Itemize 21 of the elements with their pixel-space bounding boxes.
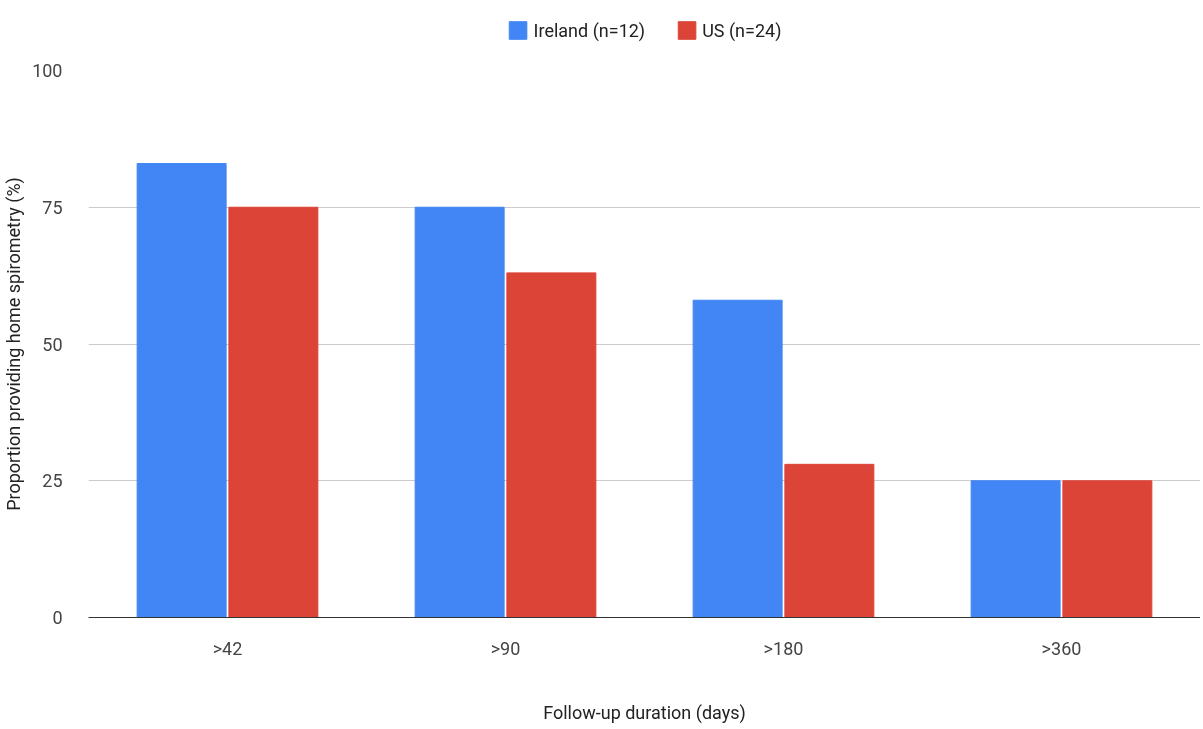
y-tick-label: 75	[42, 196, 63, 218]
y-tick-label: 100	[32, 60, 63, 81]
bar	[970, 480, 1061, 618]
y-tick-label: 50	[42, 333, 63, 355]
bar	[136, 162, 227, 618]
legend-label: US (n=24)	[702, 19, 782, 41]
bar	[784, 463, 875, 618]
y-tick-label: 25	[42, 470, 63, 492]
bar	[228, 206, 319, 618]
y-axis-title: Proportion providing home spirometry (%)	[3, 177, 26, 511]
legend-label: Ireland (n=12)	[533, 19, 646, 41]
bar	[414, 206, 505, 618]
x-tick-label: >360	[1041, 637, 1082, 659]
bar	[692, 299, 783, 618]
bar	[1062, 480, 1153, 618]
x-axis-title: Follow-up duration (days)	[543, 701, 746, 724]
x-tick-label: >180	[763, 637, 804, 659]
bar	[506, 272, 597, 618]
y-tick-label: 0	[52, 607, 63, 628]
x-tick-label: >90	[490, 637, 521, 659]
x-tick-label: >42	[212, 637, 243, 659]
